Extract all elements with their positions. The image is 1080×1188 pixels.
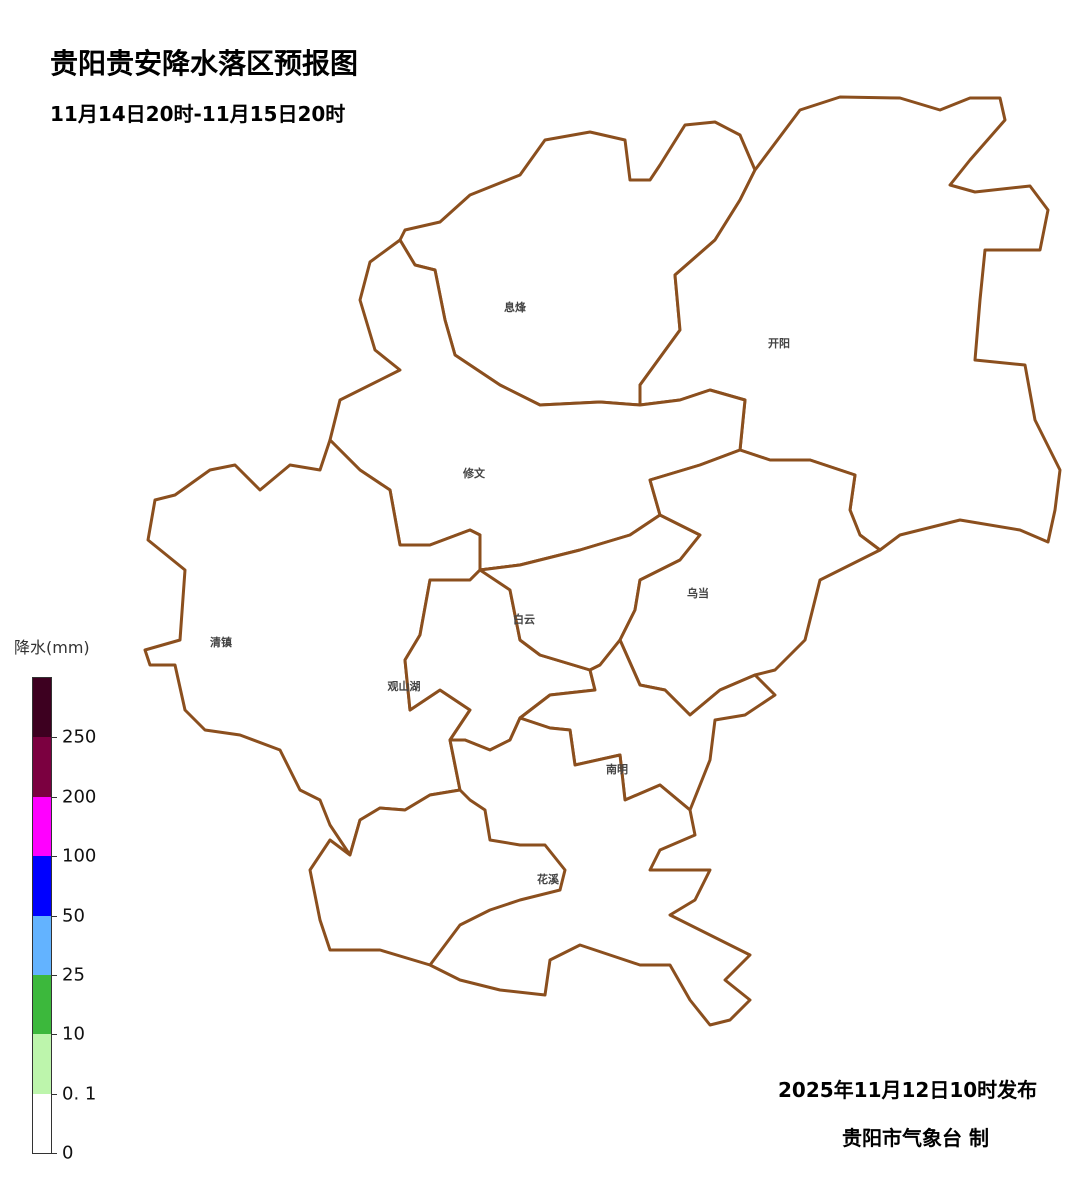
legend-bin [33, 915, 51, 975]
forecast-period: 11月14日20时-11月15日20时 [50, 102, 346, 126]
legend-bin [33, 974, 51, 1035]
label-baiyun: 白云 [513, 613, 535, 626]
label-guanshanhu: 观山湖 [387, 680, 421, 693]
legend-tick [51, 974, 57, 976]
label-xiuwen: 修文 [463, 467, 485, 480]
legend-tick [51, 737, 57, 739]
legend-bin [33, 1034, 51, 1094]
legend-bin [33, 737, 51, 797]
legend-tick-label: 200 [62, 786, 97, 808]
legend-bin [33, 678, 51, 738]
legend-tick [51, 856, 57, 858]
legend-tick-label: 25 [62, 964, 85, 986]
legend-tick [51, 796, 57, 798]
label-kaiyang: 开阳 [768, 337, 790, 350]
issuer: 贵阳市气象台 制 [842, 1126, 989, 1150]
legend-tick-label: 10 [62, 1023, 85, 1045]
issue-time: 2025年11月12日10时发布 [778, 1078, 1038, 1102]
label-xifeng: 息烽 [504, 301, 526, 314]
legend-tick-label: 50 [62, 905, 85, 926]
district-wudang [618, 448, 882, 717]
legend-tick [51, 915, 57, 917]
legend-tick [51, 1034, 57, 1036]
legend-bin [33, 1093, 51, 1153]
page-title: 贵阳贵安降水落区预报图 [50, 47, 359, 80]
legend-title: 降水(mm) [14, 638, 90, 657]
legend-tick-label: 100 [62, 845, 97, 867]
legend-bin [33, 856, 51, 916]
legend-bin [33, 796, 51, 857]
district-huaxi [308, 716, 752, 1027]
legend-tick-label: 250 [62, 726, 97, 748]
label-qingzhen: 清镇 [210, 636, 232, 649]
label-nanming: 南明 [606, 763, 628, 776]
label-wudang: 乌当 [687, 587, 709, 600]
legend-tick-label: 0. 1 [62, 1083, 97, 1105]
legend-tick [51, 1153, 57, 1154]
internal-boundary [428, 788, 567, 966]
legend-tick-label: 0 [62, 1142, 74, 1164]
legend-colorbar [32, 677, 52, 1154]
label-huaxi: 花溪 [537, 873, 559, 886]
legend-tick [51, 1093, 57, 1095]
